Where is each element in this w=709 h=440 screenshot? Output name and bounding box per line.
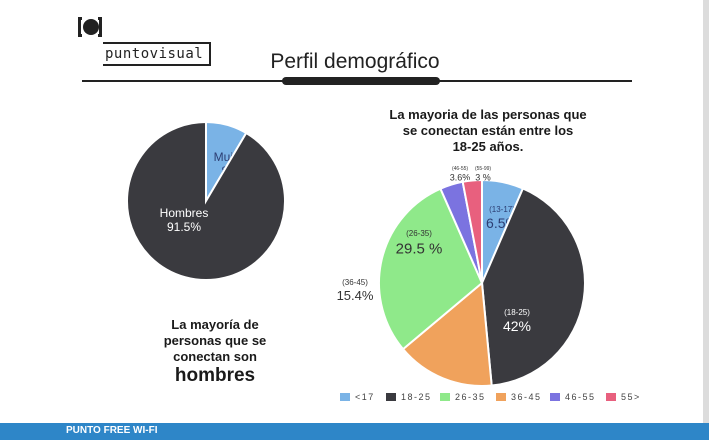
age-caption-line: 18-25 años. — [452, 139, 524, 154]
legend-item: 18-25 — [386, 390, 432, 404]
slice-value: 42% — [503, 318, 531, 334]
legend-item: 55> — [606, 390, 641, 404]
legend-label: 55> — [621, 392, 641, 402]
slice-label: Hombres — [160, 206, 209, 220]
slice-value: 15.4% — [337, 288, 374, 303]
slice-label: (46-55) — [452, 166, 468, 172]
slice-label: (36-45) — [342, 278, 368, 287]
age-legend: <17 18-25 26-35 36-45 46-55 55> — [340, 390, 660, 404]
slice-value: 29.5 % — [396, 240, 443, 257]
legend-swatch — [340, 393, 350, 401]
legend-item: 36-45 — [496, 390, 542, 404]
gender-caption-line: La mayoría de — [171, 317, 259, 332]
legend-label: 18-25 — [401, 392, 432, 402]
gender-caption-line: personas que se — [163, 333, 267, 348]
slice-label: (18-25) — [504, 308, 530, 317]
gender-caption-emphasis: hombres — [174, 365, 256, 386]
legend-swatch — [386, 393, 396, 401]
legend-label: 46-55 — [565, 392, 596, 402]
title-underline-pill — [282, 77, 440, 85]
pie-slice — [480, 187, 586, 387]
slice-value: 3 % — [475, 172, 491, 182]
slice-value: 91.5% — [167, 220, 201, 234]
window-edge — [703, 0, 709, 423]
gender-caption-line: conectan son — [173, 349, 257, 364]
legend-label: 26-35 — [455, 392, 486, 402]
legend-swatch — [606, 393, 616, 401]
legend-label: 36-45 — [511, 392, 542, 402]
page-title: Perfil demográfico — [270, 50, 440, 73]
legend-item: 26-35 — [440, 390, 486, 404]
pie-slice — [126, 120, 286, 281]
age-caption-line: se conectan están entre los — [402, 123, 574, 138]
slice-label: (26-35) — [406, 229, 432, 238]
gender-caption: La mayoría de personas que se conectan s… — [135, 317, 295, 365]
brand-logo-text: puntovisual — [103, 42, 212, 66]
slice-label: (13-17) — [489, 205, 515, 214]
bracket-circle-icon — [78, 17, 102, 37]
pie-slice — [461, 178, 483, 284]
footer-text: PUNTO FREE WI-FI — [66, 425, 158, 436]
age-caption-line: La mayoria de las personas que — [389, 107, 587, 122]
age-caption: La mayoria de las personas que se conect… — [368, 107, 608, 155]
slice-label: (55-99) — [475, 166, 491, 172]
legend-item: 46-55 — [550, 390, 596, 404]
legend-label: <17 — [355, 392, 375, 402]
legend-item: <17 — [340, 390, 375, 404]
legend-swatch — [496, 393, 506, 401]
legend-swatch — [550, 393, 560, 401]
slice-value: 3.6% — [450, 172, 471, 182]
footer-bar — [0, 423, 709, 440]
legend-swatch — [440, 393, 450, 401]
pie-slice — [401, 281, 493, 387]
pie-slice — [378, 187, 484, 351]
